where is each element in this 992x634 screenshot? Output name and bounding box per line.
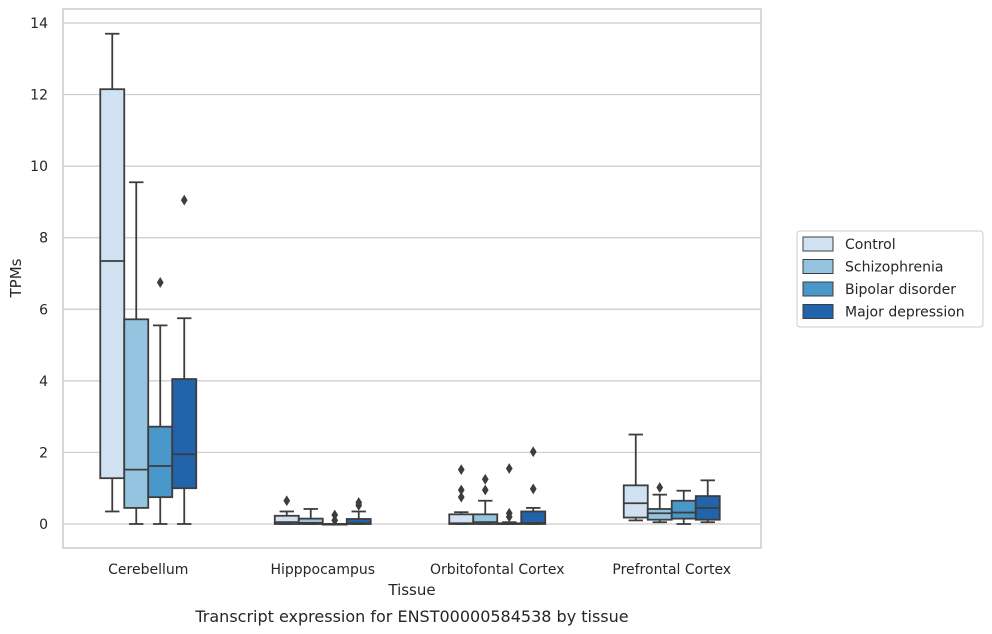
legend-label: Schizophrenia xyxy=(845,260,943,276)
x-tick-label: Prefrontal Cortex xyxy=(612,562,731,578)
box-body xyxy=(670,499,697,520)
box-body xyxy=(99,88,126,480)
y-tick-label: 0 xyxy=(39,517,48,533)
legend-frame xyxy=(796,230,984,328)
box-schizophrenia xyxy=(297,508,324,525)
y-tick-label: 8 xyxy=(39,231,48,247)
outlier-point xyxy=(457,484,465,496)
outlier-point xyxy=(481,473,489,485)
box-major-depression xyxy=(171,194,198,525)
y-tick-label: 14 xyxy=(30,16,48,32)
outlier-point xyxy=(505,463,513,474)
y-axis-label: TPMs xyxy=(7,258,25,298)
box-body xyxy=(646,508,673,521)
box-bipolar-disorder xyxy=(321,509,348,526)
legend-swatch xyxy=(802,304,834,319)
box-body xyxy=(472,513,499,525)
outlier-point xyxy=(331,509,339,521)
outlier-point xyxy=(355,497,363,508)
box-control xyxy=(99,32,126,513)
legend-swatch xyxy=(802,281,834,297)
y-tick-label: 12 xyxy=(30,88,48,104)
outlier-point xyxy=(457,464,465,476)
legend-label: Bipolar disorder xyxy=(845,282,956,298)
y-tick-label: 10 xyxy=(30,159,48,175)
outlier-point xyxy=(656,482,664,493)
box-major-depression xyxy=(694,479,721,524)
box-series xyxy=(99,32,721,526)
outlier-point xyxy=(457,491,465,503)
outlier-point xyxy=(505,507,513,519)
x-tick-labels: Cerebellum Hipppocampus Orbitofontal Corte… xyxy=(108,562,731,578)
legend: Control Schizophrenia Bipolar disorder Majo… xyxy=(796,230,984,328)
x-tick-label: Hipppocampus xyxy=(270,562,375,578)
box-bipolar-disorder xyxy=(147,277,174,525)
box-bipolar-disorder xyxy=(670,489,697,525)
box-body xyxy=(520,510,547,525)
box-body xyxy=(622,484,649,519)
outlier-point xyxy=(481,484,489,496)
box-body xyxy=(297,517,324,525)
box-body xyxy=(171,378,198,490)
y-tick-label: 6 xyxy=(39,302,48,318)
box-schizophrenia xyxy=(472,473,499,525)
x-tick-label: Cerebellum xyxy=(108,562,188,578)
box-major-depression xyxy=(520,446,547,525)
legend-label: Major depression xyxy=(845,305,965,321)
y-tick-label: 4 xyxy=(39,374,48,390)
box-major-depression xyxy=(345,497,372,525)
y-tick-label: 2 xyxy=(39,445,48,461)
box-body xyxy=(147,425,174,499)
outlier-point xyxy=(529,483,537,495)
outlier-point xyxy=(180,194,188,206)
legend-swatch xyxy=(802,236,834,252)
box-control xyxy=(622,433,649,522)
chart-caption: Transcript expression for ENST0000058453… xyxy=(194,607,628,626)
box-body xyxy=(123,318,150,509)
legend-label: Control xyxy=(845,237,896,253)
x-tick-label: Orbitofontal Cortex xyxy=(430,562,565,578)
plot-frame xyxy=(62,8,762,549)
x-axis-label: Tissue xyxy=(387,581,435,599)
legend-swatch xyxy=(802,259,834,274)
y-tick-labels: 0 2 4 6 8 10 12 14 xyxy=(30,16,48,533)
outlier-point xyxy=(283,495,291,507)
outlier-point xyxy=(529,446,537,458)
box-schizophrenia xyxy=(123,181,150,525)
outlier-point xyxy=(156,277,164,288)
